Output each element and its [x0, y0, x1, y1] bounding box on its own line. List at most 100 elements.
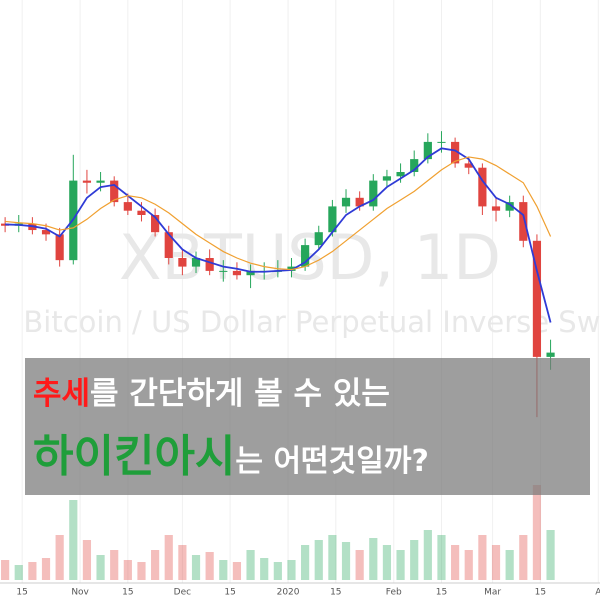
candle-body [382, 176, 392, 181]
volume-bar [519, 535, 528, 580]
candle-body [369, 180, 378, 207]
candle-body [137, 210, 146, 215]
candle-body [505, 202, 514, 211]
x-tick-label: Nov [71, 588, 89, 598]
candle-body [546, 352, 555, 357]
volume-bar [232, 562, 242, 580]
candle-body [55, 234, 64, 261]
volume-bar [164, 535, 173, 580]
candle-body [191, 258, 201, 267]
volume-bar [382, 545, 392, 580]
headline-box: 추세를 간단하게 볼 수 있는 하이킨아시는 어떤것일까? [25, 358, 590, 495]
candle-body [464, 163, 473, 168]
volume-bar [287, 560, 296, 580]
candle-body [396, 172, 405, 177]
candle-body [96, 180, 105, 183]
volume-bar [437, 535, 446, 580]
x-tick-label: 2020 [277, 588, 300, 598]
volume-bar [110, 550, 119, 580]
watermark-subtitle: Bitcoin / US Dollar Perpetual Inverse Sw… [23, 305, 600, 339]
x-tick-label: Mar [484, 588, 501, 598]
highlight: 추세 [33, 376, 91, 412]
volume-bar [246, 550, 255, 580]
candle-body [110, 180, 119, 203]
volume-bar [491, 545, 501, 580]
x-tick-label: 15 [436, 588, 447, 598]
candle-body [151, 215, 160, 233]
volume-bar [423, 530, 432, 580]
volume-bar [301, 545, 310, 580]
headline-line1: 추세를 간단하게 볼 수 있는 [33, 368, 390, 413]
volume-bar [178, 545, 187, 580]
volume-bar [1, 560, 10, 580]
moving-average-line [5, 147, 552, 323]
candle-body [423, 141, 432, 160]
volume-bar [314, 540, 323, 580]
candle-body [328, 206, 337, 233]
volume-bar [396, 550, 405, 580]
candle-body [123, 202, 132, 211]
headline-line2: 하이킨아시는 어떤것일까? [33, 420, 429, 484]
volume-bar [96, 555, 105, 580]
volume-bar [69, 500, 78, 580]
candle-body [437, 141, 446, 143]
x-tick-label: 15 [224, 588, 235, 598]
candle-body [219, 270, 228, 272]
text: 를 간단하게 볼 수 있는 [90, 376, 390, 412]
volume-bar [123, 560, 132, 580]
volume-bar [532, 485, 542, 580]
volume-bar [273, 562, 282, 580]
candle-body [41, 230, 51, 235]
x-tick-label: Dec [174, 588, 191, 598]
candle-body [451, 141, 460, 164]
candle-body [410, 159, 419, 172]
candle-body [232, 270, 242, 276]
x-tick-label: Feb [386, 588, 402, 598]
volume-bar [260, 558, 269, 580]
volume-bar [505, 550, 514, 580]
x-tick-label: 15 [16, 588, 27, 598]
volume-bar [341, 542, 351, 580]
volume-bar [55, 535, 64, 580]
volume-bar [219, 560, 228, 580]
highlight: 하이킨아시 [33, 431, 236, 482]
candle-body [532, 240, 542, 357]
volume-bar [151, 550, 160, 580]
candle-body [478, 167, 487, 207]
candle-body [164, 232, 173, 258]
candle-body [519, 202, 528, 241]
volume-bar [410, 540, 419, 580]
moving-average-line [5, 156, 552, 271]
x-tick-label: A [595, 588, 600, 598]
volume-bar [28, 562, 37, 580]
volume-bar [14, 565, 23, 580]
x-tick-label: 15 [535, 588, 546, 598]
volume-bar [205, 552, 214, 580]
candle-body [178, 258, 187, 267]
volume-bar [478, 535, 487, 580]
text: 는 어떤것일까? [235, 444, 429, 479]
candle-body [355, 197, 364, 207]
candle-body [301, 245, 310, 267]
volume-bar [137, 562, 146, 580]
volume-bar [464, 550, 473, 580]
candle-body [287, 266, 296, 271]
candle-body [82, 180, 92, 183]
candle-body [341, 197, 351, 207]
x-tick-label: 15 [330, 588, 341, 598]
candle-body [491, 206, 501, 211]
x-tick-label: 15 [122, 588, 133, 598]
candle-body [205, 258, 214, 271]
volume-bar [451, 545, 460, 580]
candle-body [246, 270, 255, 276]
volume-bar [355, 550, 364, 580]
volume-bar [328, 535, 337, 580]
candle-body [314, 232, 323, 246]
volume-bar [546, 530, 555, 580]
volume-bar [41, 558, 51, 580]
volume-bar [369, 538, 378, 580]
volume-bar [191, 555, 201, 580]
volume-bar [82, 540, 92, 580]
